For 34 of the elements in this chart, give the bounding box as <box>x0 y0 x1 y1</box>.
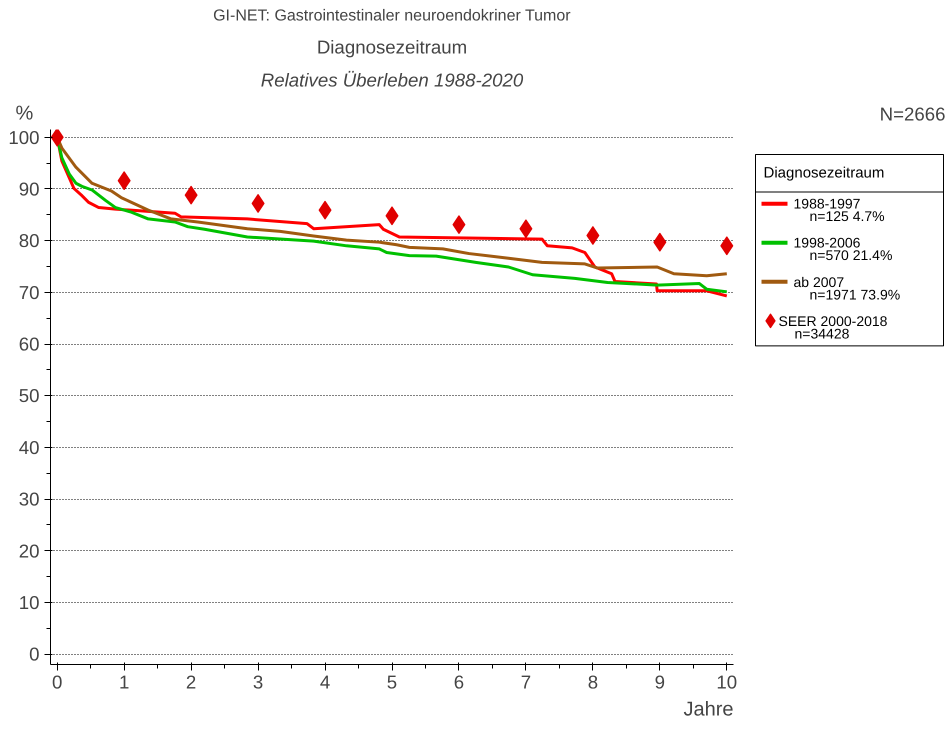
x-tick-label: 2 <box>186 672 196 692</box>
y-tick-label: 30 <box>18 488 40 510</box>
chart-title: GI-NET: Gastrointestinaler neuroendokriner Tumor <box>213 8 572 24</box>
legend-label: SEER 2000-2018 n=34428 <box>778 312 888 342</box>
x-tick-label: 6 <box>454 672 464 692</box>
y-tick-label: 60 <box>18 334 40 355</box>
text: N=2666 <box>880 104 946 124</box>
point <box>50 130 64 147</box>
y-tick-label: 10 <box>18 592 40 613</box>
chart-subtitle: Diagnosezeitraum <box>316 36 468 58</box>
y-tick-label: 70 <box>18 282 40 303</box>
y-tick-label: 20 <box>18 540 40 562</box>
x-tick-label: 5 <box>386 672 398 692</box>
y-tick-label: 90 <box>18 178 40 200</box>
y-tick-label: 40 <box>18 436 40 458</box>
x-tick-label: 3 <box>252 672 264 692</box>
y-tick-label: 100 <box>8 126 40 148</box>
x-tick-label: 8 <box>588 672 598 692</box>
y-axis-title: % <box>16 102 34 124</box>
x-tick-label: 10 <box>716 672 738 692</box>
x-tick-label: 0 <box>52 672 62 692</box>
text: Relatives Überleben 1988-2020 <box>260 70 524 90</box>
x-tick-label: 9 <box>654 672 666 692</box>
y-tick-label: 50 <box>18 385 40 406</box>
legend-label: ab 2007 n=1971 73.9% <box>794 274 900 302</box>
x-tick-label: 1 <box>118 672 130 692</box>
legend-label: 1998-2006 n=570 21.4% <box>794 234 892 264</box>
legend-label: 1988-1997 n=125 4.7% <box>794 196 885 224</box>
y-tick-label: 80 <box>18 230 40 252</box>
x-tick-label: 4 <box>320 672 330 692</box>
y-tick-label: 0 <box>29 644 40 665</box>
legend-title: Diagnosezeitraum <box>764 164 884 182</box>
x-axis-title: Jahre <box>683 698 734 720</box>
x-tick-label: 7 <box>520 672 532 692</box>
